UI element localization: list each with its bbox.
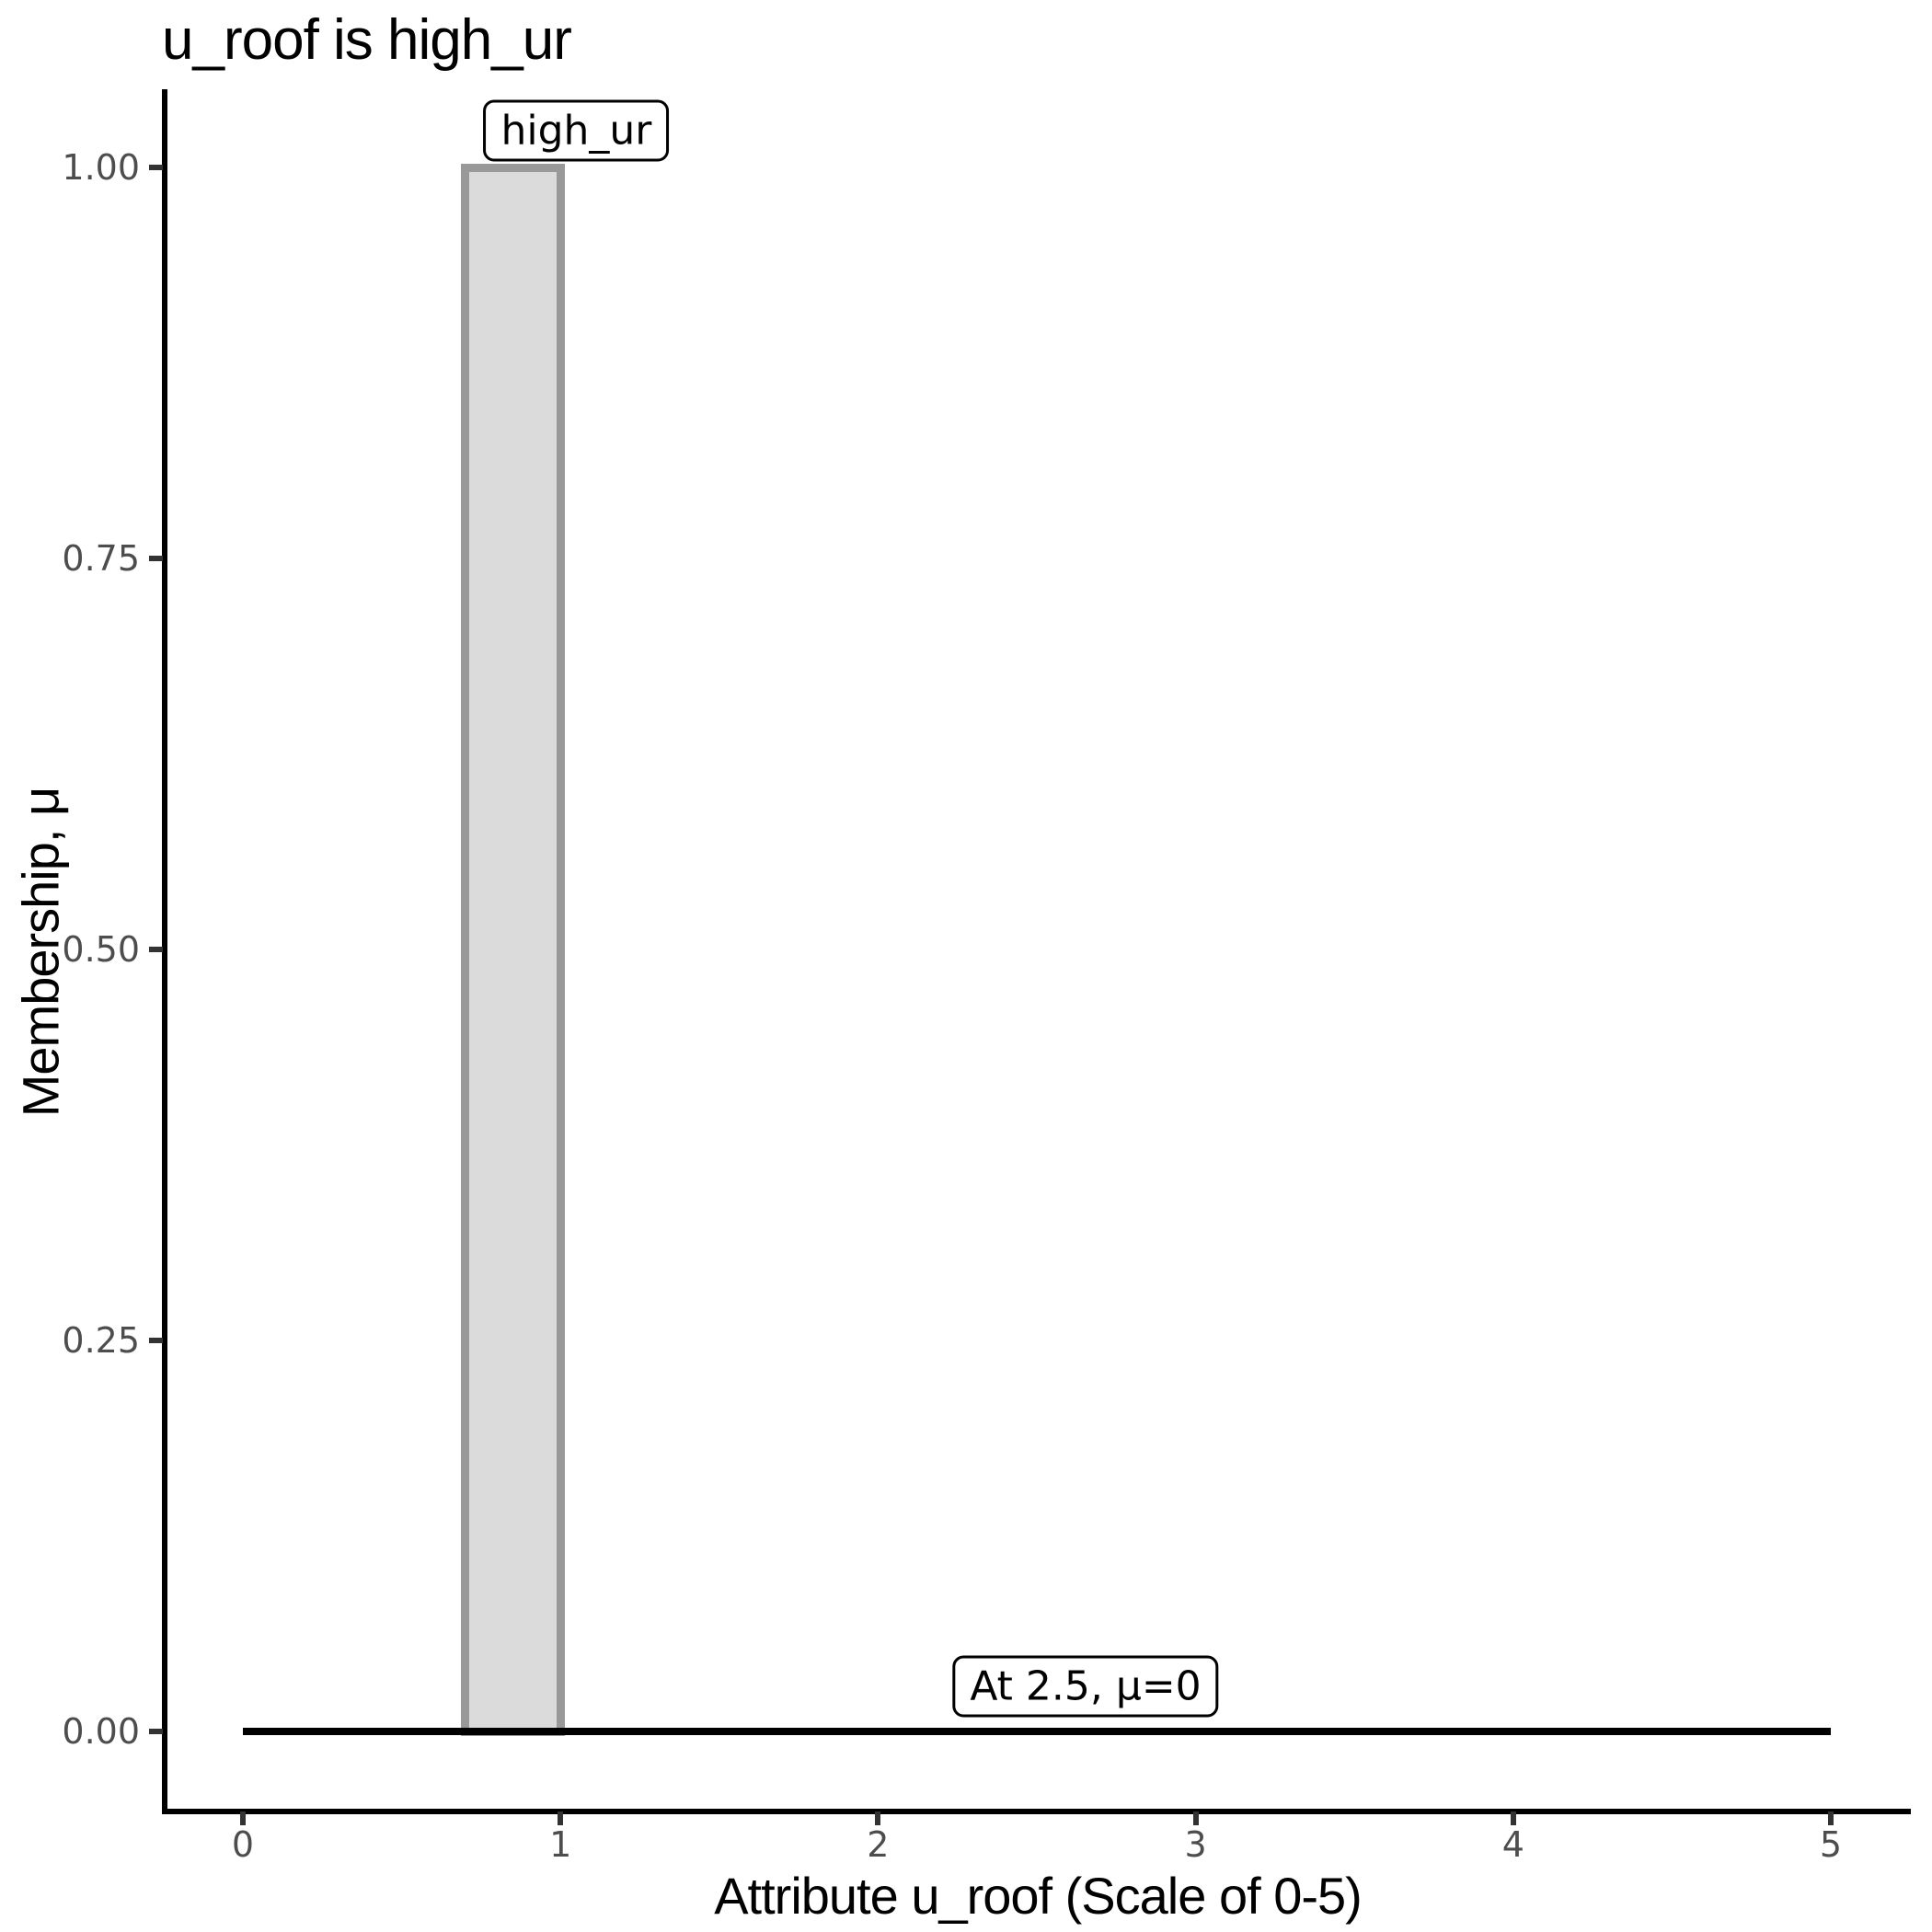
y-tick-label: 0.00 — [62, 1711, 140, 1752]
y-tick-mark — [149, 947, 163, 952]
x-tick-label: 0 — [231, 1824, 255, 1865]
y-tick-mark — [149, 556, 163, 561]
y-tick-mark — [149, 1729, 163, 1734]
y-tick-label: 0.50 — [62, 929, 140, 970]
x-tick-label: 3 — [1184, 1824, 1207, 1865]
x-axis-title: Attribute u_roof (Scale of 0-5) — [714, 1867, 1363, 1925]
x-tick-mark — [1192, 1811, 1199, 1825]
zero-membership-line — [243, 1728, 1831, 1735]
x-tick-label: 2 — [867, 1824, 890, 1865]
x-tick-mark — [240, 1811, 246, 1825]
y-tick-mark — [149, 1338, 163, 1343]
membership-bar — [461, 163, 565, 1736]
x-tick-mark — [1828, 1811, 1834, 1825]
y-tick-label: 0.25 — [62, 1320, 140, 1361]
y-tick-label: 1.00 — [62, 147, 140, 188]
x-axis-line — [162, 1809, 1911, 1814]
y-axis-line — [162, 89, 167, 1814]
x-tick-mark — [558, 1811, 564, 1825]
x-tick-mark — [875, 1811, 881, 1825]
x-tick-label: 4 — [1501, 1824, 1524, 1865]
x-tick-label: 1 — [549, 1824, 572, 1865]
annotation-label: high_ur — [483, 99, 670, 162]
chart-title: u_roof is high_ur — [162, 8, 572, 72]
y-tick-label: 0.75 — [62, 538, 140, 579]
x-tick-label: 5 — [1819, 1824, 1843, 1865]
x-tick-mark — [1510, 1811, 1516, 1825]
y-tick-mark — [149, 165, 163, 170]
annotation-label: At 2.5, μ=0 — [952, 1655, 1219, 1718]
